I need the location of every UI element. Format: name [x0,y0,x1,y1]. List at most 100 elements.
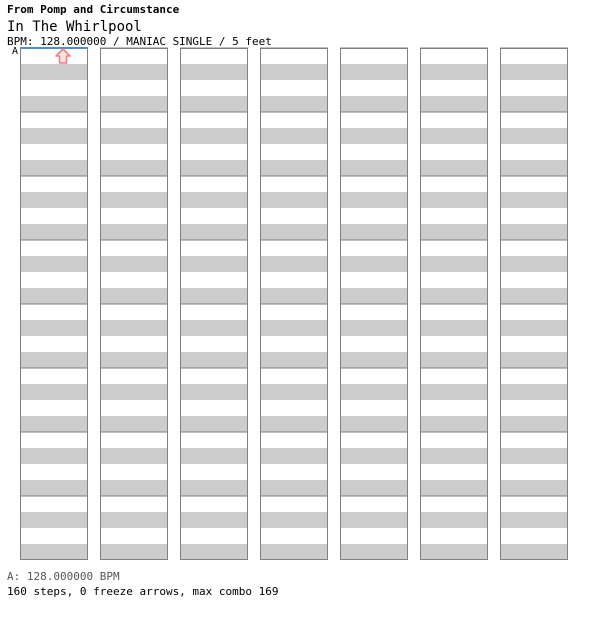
beat-stripe [340,384,408,400]
beat-stripe [500,416,568,432]
column-border [420,48,488,560]
beat-stripe [180,224,248,240]
beat-stripe [500,160,568,176]
song-title: In The Whirlpool [7,19,142,35]
column-border [100,48,168,560]
beat-stripe [500,128,568,144]
beat-stripe [420,352,488,368]
beat-stripe [180,320,248,336]
beat-stripe [260,128,328,144]
beat-stripe [100,128,168,144]
beat-stripe [340,96,408,112]
chart-column [100,47,168,560]
beat-stripe [340,224,408,240]
chart-column [340,47,408,560]
beat-stripe [20,288,88,304]
beat-stripe [180,96,248,112]
beat-stripe [500,96,568,112]
beat-stripe [260,416,328,432]
chart-column [260,47,328,560]
beat-stripe [20,64,88,80]
beat-stripe [420,448,488,464]
beat-stripe [100,64,168,80]
beat-stripe [20,448,88,464]
beat-stripe [100,480,168,496]
beat-stripe [100,320,168,336]
beat-stripe [20,192,88,208]
beat-stripe [500,224,568,240]
beat-stripe [500,544,568,560]
beat-stripe [100,192,168,208]
beat-stripe [260,160,328,176]
step-arrow-up [55,48,71,64]
column-border [260,48,328,560]
beat-stripe [260,512,328,528]
beat-stripe [340,288,408,304]
beat-stripe [260,192,328,208]
beat-stripe [180,512,248,528]
beat-stripe [340,512,408,528]
beat-stripe [260,448,328,464]
beat-stripe [100,448,168,464]
beat-stripe [100,352,168,368]
beat-stripe [260,288,328,304]
beat-stripe [260,352,328,368]
beat-stripe [100,96,168,112]
beat-stripe [340,320,408,336]
beat-stripe [20,512,88,528]
beat-stripe [420,64,488,80]
beat-stripe [500,352,568,368]
beat-stripe [420,160,488,176]
beat-stripe [260,96,328,112]
beat-stripe [180,256,248,272]
beat-stripe [340,544,408,560]
beat-stripe [420,512,488,528]
column-border [340,48,408,560]
beat-stripe [100,416,168,432]
beat-stripe [500,448,568,464]
beat-stripe [180,544,248,560]
beat-stripe [340,128,408,144]
beat-stripe [20,128,88,144]
beat-stripe [20,352,88,368]
beat-stripe [420,384,488,400]
beat-stripe [500,384,568,400]
beat-stripe [500,64,568,80]
beat-stripe [500,192,568,208]
beat-stripe [260,320,328,336]
beat-stripe [420,256,488,272]
beat-stripe [100,288,168,304]
beat-stripe [100,384,168,400]
beat-stripe [100,224,168,240]
beat-stripe [340,416,408,432]
beat-stripe [100,256,168,272]
column-border [180,48,248,560]
beat-stripe [340,256,408,272]
beat-stripe [420,416,488,432]
beat-stripe [180,288,248,304]
beat-stripe [20,320,88,336]
chart-column [500,47,568,560]
beat-stripe [420,320,488,336]
bpm-marker-label: A [12,46,19,57]
beat-stripe [420,128,488,144]
beat-stripe [340,64,408,80]
bpm-legend: A: 128.000000 BPM [7,570,120,583]
beat-stripe [340,480,408,496]
beat-stripe [20,544,88,560]
chart-info: BPM: 128.000000 / MANIAC SINGLE / 5 feet [7,35,272,48]
step-stats: 160 steps, 0 freeze arrows, max combo 16… [7,585,279,598]
chart-column [20,47,88,560]
beat-stripe [260,544,328,560]
beat-stripe [20,160,88,176]
beat-stripe [180,448,248,464]
chart-column [420,47,488,560]
beat-stripe [180,192,248,208]
beat-stripe [420,480,488,496]
beat-stripe [180,352,248,368]
beat-stripe [340,192,408,208]
beat-stripe [20,416,88,432]
beat-stripe [20,480,88,496]
beat-stripe [180,128,248,144]
column-border [500,48,568,560]
